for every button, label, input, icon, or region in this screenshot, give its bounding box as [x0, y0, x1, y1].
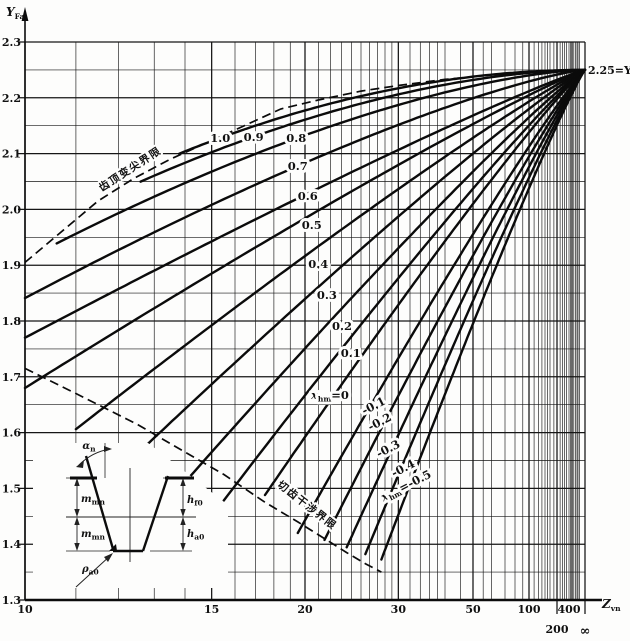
curve-x-0.9 [139, 68, 587, 183]
arrow-up-right-icon [104, 553, 113, 562]
x-tick-label: 50 [465, 603, 481, 616]
arrow-down-icon [180, 543, 186, 551]
tip-pointing-limit-label: 齿顶变尖界限 [96, 144, 163, 194]
asymptote-annotation: 2.25=YFa∞ [588, 64, 630, 79]
curve-label-x-0.3: 0.3 [317, 288, 337, 302]
inset-panel-background [33, 443, 228, 588]
curve-label-x-0.6: 0.6 [298, 189, 318, 203]
x-tick-label: 15 [204, 603, 219, 616]
curve-x-0.2 [183, 68, 587, 484]
y-tick-label: 1.3 [2, 594, 21, 607]
curve-label-x-0.1: 0.1 [341, 346, 361, 360]
inset-rack-profile: αn mmn mmn hf0 ha0 ρa0 [33, 441, 228, 588]
y-tick-label: 2.3 [2, 36, 21, 49]
curve-x--0.2 [323, 68, 587, 542]
curve-label-x-1.0: 1.0 [210, 131, 230, 145]
boundary-interference-line [24, 367, 382, 573]
x-tick-label: 400 [558, 603, 581, 616]
arrow-up-icon [74, 517, 80, 525]
curve-label-x-0.7: 0.7 [288, 159, 308, 173]
x-tick-label: 20 [297, 603, 313, 616]
curve-label-x-0.2: 0.2 [332, 319, 352, 333]
y-axis-title: YFa [6, 5, 24, 21]
rack-right-flank [141, 475, 170, 552]
arrow-left-icon [76, 460, 84, 468]
y-tick-labels: 2.3 2.2 2.1 2.0 1.9 1.8 1.7 1.6 1.5 1.4 1.3 [2, 36, 21, 607]
curve-x-0 [263, 68, 587, 497]
ha0-label: ha0 [187, 529, 204, 542]
y-tick-label: 1.5 [2, 482, 21, 495]
x-tick-label: 10 [17, 603, 33, 616]
arrow-down-icon [180, 509, 186, 517]
curve-label-x-0: xhm=0 [310, 388, 349, 404]
cutting-interference-limit-label: 切齿干涉界限 [275, 478, 340, 533]
x-tick-label: 30 [391, 603, 407, 616]
alpha-n-label: αn [82, 441, 96, 454]
curve-x-0.8 [55, 68, 587, 245]
x-tick-labels: 10 15 20 30 50 100 400 200 ∞ [17, 603, 590, 639]
boundary-tip-line [24, 69, 586, 264]
curve-x-0.1 [222, 68, 587, 502]
curve-x--0.5 [380, 68, 587, 561]
module-top-label: mmn [81, 494, 106, 507]
curve-x-0.5 [23, 68, 587, 390]
curve-label-x-0.4: 0.4 [308, 257, 328, 271]
rack-left-flank [84, 455, 115, 550]
arrow-up-icon [180, 478, 186, 486]
arrow-down-icon [74, 543, 80, 551]
rack-root-fillet [109, 544, 117, 551]
x-tick-label: 100 [518, 603, 541, 616]
curve-x-0.6 [23, 68, 587, 339]
y-axis-arrow-icon [21, 7, 29, 21]
curve-x--0.4 [364, 68, 587, 556]
y-tick-label: 2.0 [2, 203, 21, 216]
curve-x--0.3 [345, 68, 587, 549]
arrow-up-icon [74, 478, 80, 486]
x-axis-title: Zvn [601, 597, 621, 613]
curve-label-x-0.5: 0.5 [302, 218, 322, 232]
y-tick-label: 1.8 [2, 315, 21, 328]
y-tick-label: 2.1 [2, 148, 21, 161]
curve-x--0.1 [296, 68, 587, 535]
module-bottom-label: mmn [81, 529, 106, 542]
curve-label-x-0.8: 0.8 [286, 131, 306, 145]
curve-x-0.7 [23, 68, 587, 300]
axes [21, 7, 602, 602]
curve-label-x-0.9: 0.9 [244, 130, 264, 144]
y-tick-label: 1.7 [2, 371, 21, 384]
arrow-right-icon [104, 446, 112, 452]
curve-x-0.3 [135, 68, 587, 456]
y-tick-label: 2.2 [2, 92, 21, 105]
rho-leader-line [75, 554, 112, 588]
arrow-down-icon [74, 509, 80, 517]
boundary-lines [24, 69, 586, 573]
y-tick-label: 1.9 [2, 259, 21, 272]
hf0-label: hf0 [187, 495, 203, 508]
y-tick-label: 1.4 [2, 538, 21, 551]
y-tick-label: 1.6 [2, 427, 21, 440]
x-subtick-label: 200 [546, 623, 569, 636]
curve-x-0.4 [74, 68, 587, 431]
x-subtick-label: ∞ [580, 624, 591, 639]
rho-a0-label: ρa0 [81, 564, 99, 577]
arrow-up-icon [180, 517, 186, 525]
